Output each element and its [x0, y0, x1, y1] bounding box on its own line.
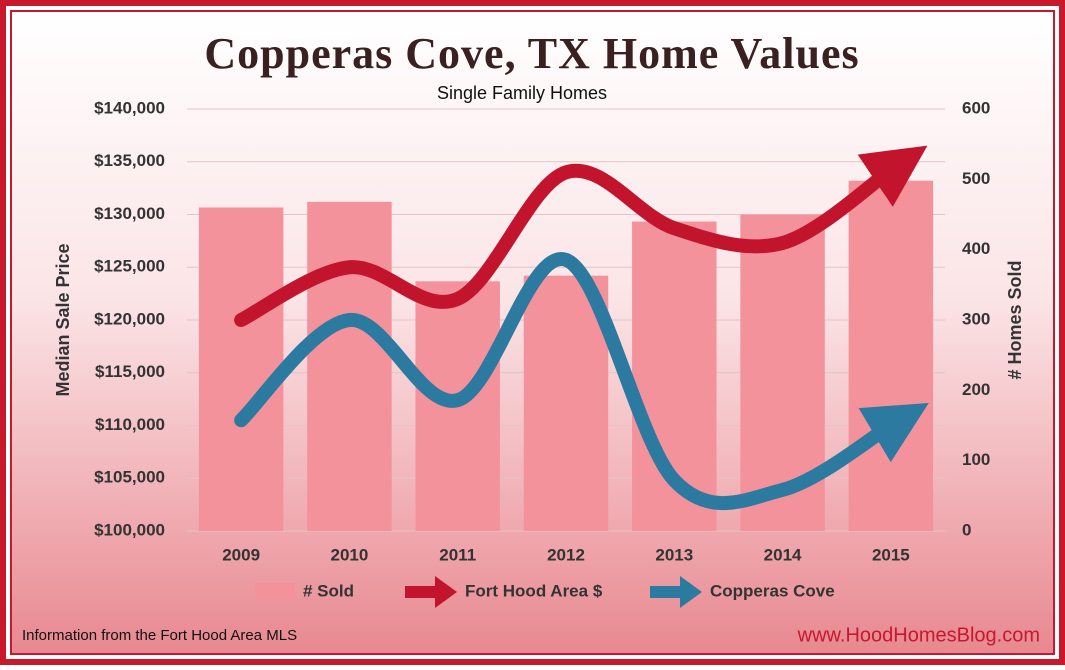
y-tick-label: $130,000	[94, 204, 165, 223]
bar	[198, 207, 284, 531]
y2-tick-label: 0	[962, 520, 971, 539]
y-tick-label: $140,000	[94, 98, 165, 117]
bar	[307, 201, 392, 531]
y-tick-label: $125,000	[94, 257, 165, 276]
y2-tick-label: 400	[962, 239, 990, 258]
legend-arrow	[435, 576, 457, 608]
source-note: Information from the Fort Hood Area MLS	[22, 627, 297, 644]
y2-tick-label: 600	[962, 98, 990, 117]
y-tick-label: $100,000	[94, 520, 165, 539]
x-tick-label: 2009	[222, 545, 260, 564]
y2-tick-label: 300	[962, 309, 990, 328]
x-tick-label: 2012	[547, 545, 585, 564]
legend-label: # Sold	[303, 581, 354, 600]
y2-tick-label: 100	[962, 450, 990, 469]
chart-subtitle: Single Family Homes	[437, 83, 607, 103]
y2-axis-label: # Homes Sold	[1005, 260, 1025, 379]
x-tick-label: 2015	[872, 545, 910, 564]
bar	[523, 275, 609, 531]
legend-arrow	[680, 576, 702, 608]
legend-label: Fort Hood Area $	[465, 581, 603, 600]
y-tick-label: $120,000	[94, 309, 165, 328]
legend-swatch	[255, 583, 295, 601]
bar	[848, 180, 934, 532]
y-tick-label: $115,000	[95, 362, 165, 381]
y2-tick-label: 200	[962, 380, 990, 399]
line	[234, 252, 929, 511]
x-tick-label: 2014	[764, 545, 802, 564]
y2-tick-label: 500	[962, 169, 990, 188]
x-tick-label: 2011	[439, 545, 476, 564]
website: www.HoodHomesBlog.com	[797, 624, 1040, 646]
line	[234, 145, 928, 327]
y-tick-label: $135,000	[94, 151, 165, 170]
y-axis-label: Median Sale Price	[53, 243, 73, 396]
y-tick-label: $105,000	[94, 468, 165, 487]
y-tick-label: $110,000	[95, 415, 165, 434]
x-tick-label: 2013	[655, 545, 693, 564]
legend-label: Copperas Cove	[710, 581, 835, 600]
x-tick-label: 2010	[331, 545, 369, 564]
chart-title: Copperas Cove, TX Home Values	[204, 29, 859, 78]
